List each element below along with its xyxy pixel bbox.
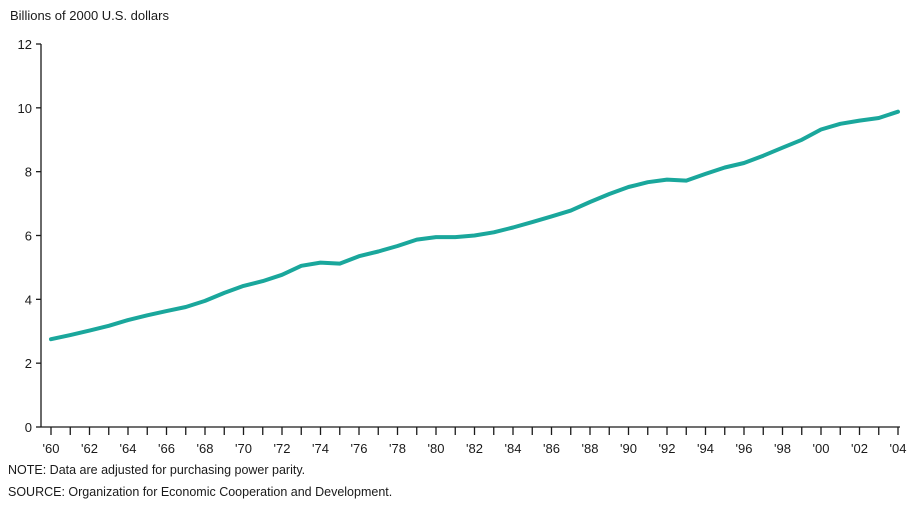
x-tick-label: '02 (851, 441, 868, 456)
x-tick-label: '90 (620, 441, 637, 456)
y-tick-label: 4 (25, 292, 32, 307)
x-tick-label: '60 (43, 441, 60, 456)
x-tick-label: '98 (774, 441, 791, 456)
axes: 0 2 4 6 8 10 12 '60 '62 '64 '66 '68 '70 '72 '74 '76 '78 '… (18, 37, 907, 456)
y-tick-label: 6 (25, 229, 32, 244)
x-tick-label: '96 (736, 441, 753, 456)
x-tick-label: '88 (582, 441, 599, 456)
x-tick-label: '78 (389, 441, 406, 456)
x-tick-label: '68 (197, 441, 214, 456)
x-tick-label: '70 (235, 441, 252, 456)
y-tick-label: 8 (25, 165, 32, 180)
series-layer (49, 109, 900, 342)
x-tick-label: '86 (543, 441, 560, 456)
x-tick-label: '62 (81, 441, 98, 456)
series-line (49, 109, 900, 342)
y-axis-title: Billions of 2000 U.S. dollars (10, 8, 169, 23)
source-text: SOURCE: Organization for Economic Cooper… (8, 485, 393, 499)
x-tick-label: '04 (890, 441, 907, 456)
x-tick-label: '76 (351, 441, 368, 456)
note-text: NOTE: Data are adjusted for purchasing p… (8, 463, 306, 477)
x-tick-label: '92 (659, 441, 676, 456)
y-tick-label: 0 (25, 420, 32, 435)
x-tick-label: '94 (697, 441, 714, 456)
x-tick-label: '84 (505, 441, 522, 456)
y-tick-label: 10 (18, 101, 32, 116)
x-tick-label: '74 (312, 441, 329, 456)
x-tick-label: '80 (428, 441, 445, 456)
x-tick-label: '64 (120, 441, 137, 456)
x-tick-label: '72 (274, 441, 291, 456)
y-tick-label: 12 (18, 37, 32, 52)
x-tick-label: '66 (158, 441, 175, 456)
line-chart: 0 2 4 6 8 10 12 '60 '62 '64 '66 '68 '70 '72 '74 '76 '78 '… (18, 37, 907, 456)
y-tick-label: 2 (25, 356, 32, 371)
x-tick-label: '82 (466, 441, 483, 456)
x-tick-label: '00 (813, 441, 830, 456)
